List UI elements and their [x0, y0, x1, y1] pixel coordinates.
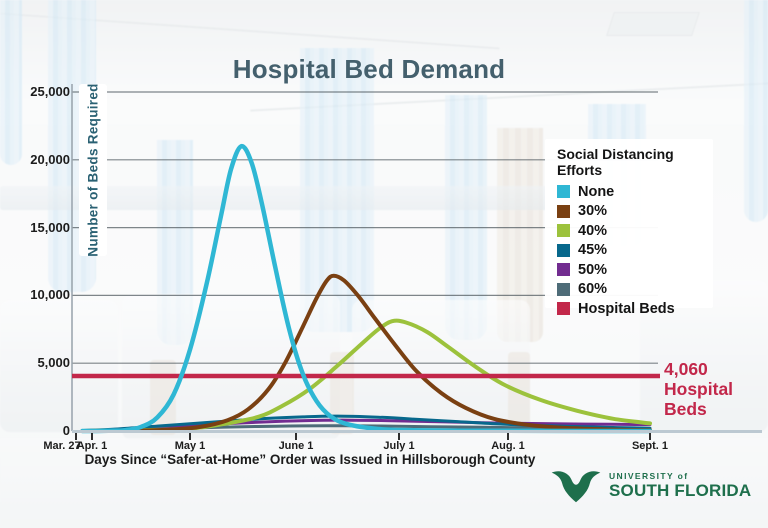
usf-bull-icon	[551, 471, 601, 503]
legend-title: Social Distancing Efforts	[557, 146, 674, 178]
legend-item: 50%	[557, 260, 713, 280]
usf-logo: UNIVERSITY of SOUTH FLORIDA	[549, 467, 751, 507]
x-axis-title: Days Since “Safer-at-Home” Order was Iss…	[84, 452, 536, 467]
hospital-beds-annotation: 4,060 Hospital Beds	[664, 359, 733, 419]
usf-logo-text: UNIVERSITY of SOUTH FLORIDA	[609, 467, 751, 501]
legend-item-label: Hospital Beds	[578, 300, 675, 317]
legend-items: None 30% 40% 45% 50% 60% Hospital Beds	[557, 182, 713, 319]
usf-logo-university: UNIVERSITY of	[609, 471, 689, 481]
y-tick-label: 20,000	[30, 151, 70, 167]
x-tick-label: Apr. 1	[76, 440, 108, 452]
series-line-40	[80, 318, 652, 433]
x-tick-label: June 1	[278, 440, 314, 452]
curtain-shape	[0, 0, 22, 165]
legend: Social Distancing Efforts None 30% 40% 45% 5…	[545, 139, 713, 317]
x-tick-label: Mar. 27	[43, 440, 81, 452]
y-axis-label-band: Number of Beds Required	[79, 83, 107, 257]
usf-logo-name: SOUTH FLORIDA	[609, 481, 752, 500]
floor-shape	[0, 438, 768, 528]
legend-item: None	[557, 182, 713, 202]
legend-swatch	[557, 185, 570, 199]
legend-swatch	[557, 243, 570, 257]
x-tick-label: May 1	[174, 440, 206, 452]
legend-item: 30%	[557, 202, 713, 222]
bed-shape	[352, 300, 530, 432]
y-tick-label: 10,000	[30, 287, 70, 303]
y-tick-label: 5,000	[37, 355, 70, 371]
y-tick-label: 15,000	[30, 219, 70, 235]
legend-swatch	[557, 204, 570, 218]
annotation-value: 4,060	[664, 359, 708, 379]
curtain-shape	[744, 0, 768, 222]
y-tick-label: 25,000	[30, 84, 70, 99]
legend-item: 45%	[557, 241, 713, 261]
bed-shape	[0, 300, 118, 432]
legend-item-label: 50%	[578, 261, 608, 278]
legend-swatch	[557, 282, 570, 296]
legend-item: 60%	[557, 280, 713, 300]
legend-swatch	[557, 263, 570, 277]
legend-item-label: None	[578, 183, 615, 200]
legend-item-label: 30%	[578, 203, 608, 220]
curtain-shape	[445, 95, 487, 340]
y-tick-label: 0	[62, 423, 70, 438]
x-tick-label: July 1	[383, 440, 415, 452]
annotation-line2: Hospital	[664, 379, 734, 399]
x-tick-label: Sept. 1	[631, 440, 669, 452]
annotation-line3: Beds	[664, 399, 707, 419]
y-axis-title: Number of Beds Required	[85, 83, 101, 257]
legend-item-label: 60%	[578, 281, 608, 298]
legend-item: Hospital Beds	[557, 299, 713, 319]
legend-item-label: 40%	[578, 222, 608, 239]
x-tick-label: Aug. 1	[491, 440, 525, 452]
legend-swatch	[557, 302, 570, 316]
page-title: Hospital Bed Demand	[232, 54, 506, 84]
legend-swatch	[557, 224, 570, 238]
legend-item: 40%	[557, 221, 713, 241]
series-line-30	[80, 273, 652, 433]
series-line-none	[80, 143, 653, 434]
legend-item-label: 45%	[578, 242, 608, 259]
